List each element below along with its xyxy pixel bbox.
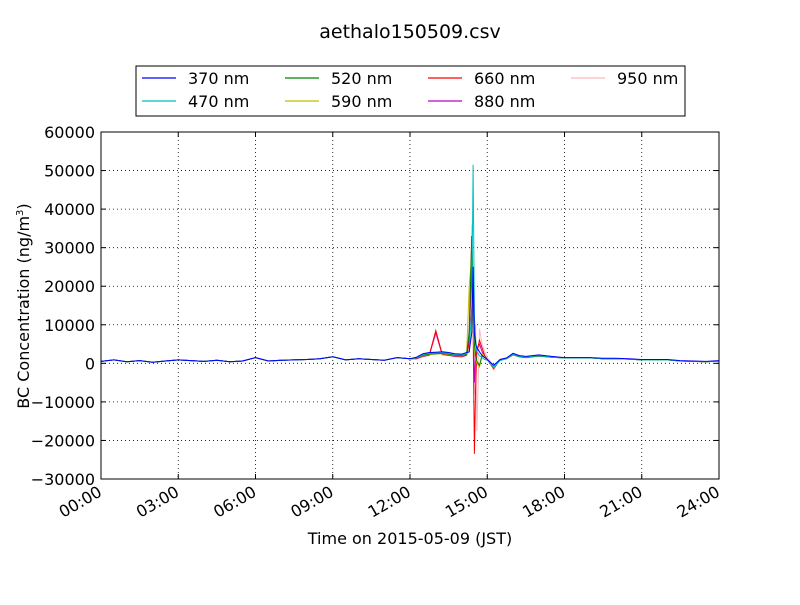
legend-box (135, 65, 686, 117)
legend-label-880-nm: 880 nm (474, 92, 535, 111)
legend-label-590-nm: 590 nm (331, 92, 392, 111)
y-tick-label: 40000 (44, 200, 95, 219)
y-tick-label: 0 (85, 354, 95, 373)
y-tick-label: −10000 (31, 393, 95, 412)
series-line-370-nm (101, 266, 719, 366)
y-tick-label: −20000 (31, 431, 95, 450)
y-tick-label: −30000 (31, 470, 95, 489)
y-tick-label: 20000 (44, 277, 95, 296)
y-axis-label-end: ) (14, 203, 33, 209)
y-axis-label-superscript: 3 (15, 210, 26, 216)
x-axis-label: Time on 2015-05-09 (JST) (307, 529, 512, 548)
legend-label-950-nm: 950 nm (617, 69, 678, 88)
legend: 370 nm 470 nm 520 nm 590 nm 660 nm 880 nm 950 … (135, 65, 686, 117)
y-tick-label: 50000 (44, 162, 95, 181)
legend-label-370-nm: 370 nm (188, 69, 249, 88)
y-tick-label: 10000 (44, 316, 95, 335)
chart-title: aethalo150509.csv (319, 21, 501, 43)
grid-lines (101, 132, 719, 479)
y-tick-label: 60000 (44, 123, 95, 142)
legend-label-660-nm: 660 nm (474, 69, 535, 88)
series-layer (101, 164, 719, 454)
y-axis-label-main: BC Concentration (ng/m (14, 216, 33, 409)
legend-label-520-nm: 520 nm (331, 69, 392, 88)
y-tick-label: 30000 (44, 239, 95, 258)
legend-label-470-nm: 470 nm (188, 92, 249, 111)
y-axis-label: BC Concentration (ng/m3) (14, 203, 33, 408)
